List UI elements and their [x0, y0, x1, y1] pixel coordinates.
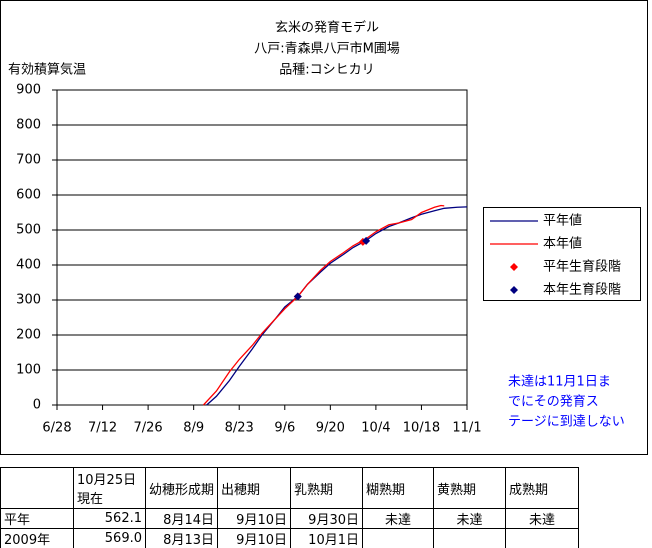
annotation: でにその発育ス [508, 394, 599, 410]
table-cell: 未達 [505, 508, 579, 529]
chart-title: 八戸:青森県八戸市M圃場 [254, 41, 400, 57]
legend-label: 本年値 [543, 236, 582, 252]
x-tick-label: 8/23 [225, 421, 254, 436]
table-cell: 562.1 [73, 508, 146, 529]
table-cell: 9月10日 [217, 528, 291, 548]
table-cell: 2009年 [0, 528, 74, 548]
annotation: 未達は11月1日ま [508, 375, 611, 390]
x-tick-label: 7/26 [134, 421, 163, 436]
chart-title: 品種:コシヒカリ [279, 62, 374, 78]
legend-swatch [510, 286, 518, 294]
y-tick-label: 200 [16, 328, 41, 343]
table-cell: 糊熟期 [362, 467, 434, 509]
legend-swatch [510, 263, 518, 271]
stage-marker [362, 236, 371, 245]
x-tick-label: 10/4 [361, 421, 390, 436]
table-row: 平年 562.1 8月14日 9月10日 9月30日 未達 未達 未達 [0, 508, 579, 529]
table-cell: 平年 [0, 508, 74, 529]
x-tick-label: 8/9 [183, 421, 204, 436]
x-tick-label: 6/28 [42, 421, 71, 436]
y-tick-label: 0 [33, 398, 41, 413]
table-cell: 569.0 [73, 528, 146, 548]
series-line [202, 204, 445, 406]
y-tick-label: 900 [16, 83, 41, 98]
chart-title: 玄米の発育モデル [275, 20, 379, 36]
table-cell: 8月14日 [145, 508, 218, 529]
x-tick-label: 7/12 [88, 421, 117, 436]
legend-label: 平年生育段階 [543, 259, 621, 275]
legend-box [483, 207, 641, 301]
table-cell: 9月10日 [217, 508, 291, 529]
table-row: 10月25日現在 幼穂形成期 出穂期 乳熟期 糊熟期 黄熟期 成熟期 [0, 467, 579, 509]
table-cell: 10月25日現在 [73, 467, 146, 509]
legend-label: 本年生育段階 [543, 282, 621, 298]
legend-label: 平年値 [543, 213, 582, 229]
table-row: 2009年 569.0 8月13日 9月10日 10月1日 [0, 528, 579, 548]
table-cell: 未達 [362, 508, 434, 529]
plot-area [56, 89, 468, 406]
table-cell: 出穂期 [217, 467, 291, 509]
table: 10月25日現在 幼穂形成期 出穂期 乳熟期 糊熟期 黄熟期 成熟期 平年 562.1 8月14日… [0, 467, 579, 548]
x-tick-label: 9/20 [316, 421, 345, 436]
table-cell: 未達 [433, 508, 506, 529]
stage-marker [293, 292, 302, 301]
y-tick-label: 600 [16, 188, 41, 203]
table-cell: 9月30日 [290, 508, 363, 529]
table-cell: 8月13日 [145, 528, 218, 548]
y-tick-label: 700 [16, 153, 41, 168]
annotation: テージに到達しない [508, 415, 625, 430]
x-tick-label: 11/1 [452, 421, 481, 436]
table-cell [362, 528, 434, 548]
x-tick-label: 9/6 [274, 421, 295, 436]
y-tick-label: 500 [16, 223, 41, 238]
table-cell: 成熟期 [505, 467, 579, 509]
y-axis-label: 有効積算気温 [8, 62, 86, 78]
y-tick-label: 300 [16, 293, 41, 308]
y-tick-label: 400 [16, 258, 41, 273]
series-line [206, 206, 468, 406]
chart: 玄米の発育モデル 八戸:青森県八戸市M圃場 品種:コシヒカリ 有効積算気温 未達… [0, 0, 648, 455]
table-cell [0, 467, 74, 509]
table-cell [505, 528, 579, 548]
table-cell: 幼穂形成期 [145, 467, 218, 509]
x-tick-label: 10/18 [403, 421, 440, 436]
y-tick-label: 800 [16, 118, 41, 133]
y-tick-label: 100 [16, 363, 41, 378]
table-cell: 黄熟期 [433, 467, 506, 509]
table-cell: 乳熟期 [290, 467, 363, 509]
table-cell: 10月1日 [290, 528, 363, 548]
table-cell [433, 528, 506, 548]
